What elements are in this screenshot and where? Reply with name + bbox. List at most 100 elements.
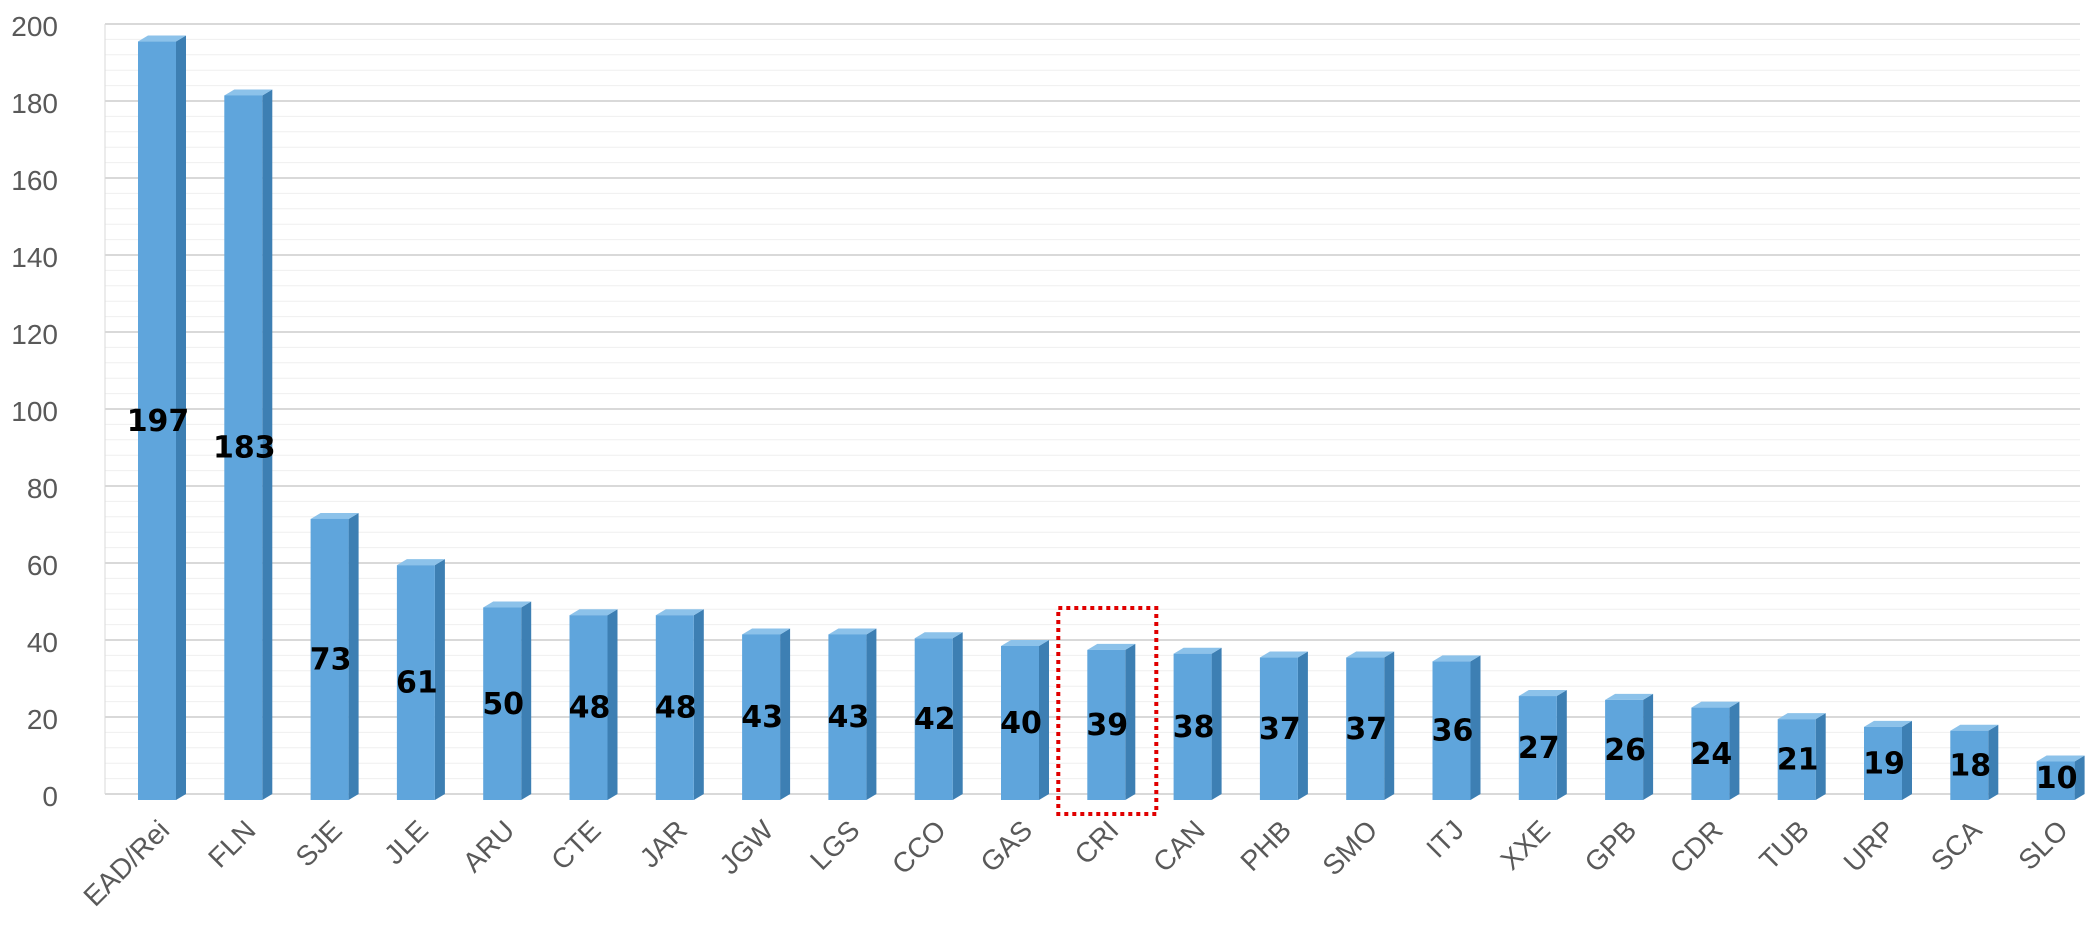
x-tick-label: CAN: [1147, 814, 1211, 878]
data-label: 39: [1086, 708, 1128, 743]
bar-front: [1518, 696, 1557, 800]
data-label: 42: [914, 702, 956, 737]
bar-top: [224, 89, 273, 96]
x-tick-label: CTE: [545, 814, 607, 876]
x-tick-label: SJE: [290, 814, 348, 872]
bar-front: [1346, 657, 1385, 800]
bar-front: [1432, 661, 1471, 800]
bar-top: [655, 609, 704, 616]
bar-top: [1087, 643, 1136, 650]
y-tick-label: 80: [27, 473, 58, 504]
bar: [1087, 643, 1136, 800]
bar-top: [1950, 724, 1999, 731]
bar-front: [1173, 653, 1212, 800]
bar-side: [1039, 640, 1049, 800]
x-tick-label: GPB: [1579, 814, 1643, 878]
data-label: 10: [2036, 761, 2078, 796]
bar-top: [1259, 651, 1308, 658]
bar-side: [434, 559, 445, 800]
x-tick-label: CDR: [1664, 814, 1729, 879]
bar-side: [2074, 755, 2085, 800]
y-tick-label: 200: [11, 11, 58, 42]
bar-top: [914, 632, 963, 639]
bar-side: [1988, 724, 1999, 800]
bar-side: [176, 35, 186, 801]
bar: [569, 609, 618, 800]
data-label: 36: [1432, 714, 1474, 749]
bar-front: [1605, 699, 1644, 800]
x-tick-label: LGS: [804, 814, 866, 876]
bar-top: [1432, 655, 1481, 662]
bar: [1950, 724, 1999, 800]
bar: [310, 512, 359, 800]
bar: [396, 559, 445, 800]
bar-front: [742, 634, 781, 800]
bar-front: [828, 634, 867, 800]
y-tick-label: 40: [27, 627, 58, 658]
x-tick-label: FLN: [202, 814, 261, 873]
bar-side: [952, 632, 963, 800]
bar-front: [914, 638, 953, 800]
bar-side: [1211, 647, 1222, 800]
bar-side: [693, 609, 704, 800]
bar: [1259, 651, 1308, 800]
bar-top: [1605, 693, 1654, 700]
bar-side: [521, 601, 532, 800]
x-tick-label: TUB: [1753, 814, 1815, 876]
data-label: 19: [1863, 746, 1905, 781]
x-axis: EAD/Rei FLN SJE JLE ARU CTE JAR JGW LGS CCO GAS CRI…: [77, 814, 2073, 912]
bar: [655, 609, 704, 800]
data-labels: 197 183 73 61 50 48 48 43 43 42 40 39 38 37 37 36 27 26 24…: [127, 404, 2078, 796]
bar: [224, 89, 273, 800]
bar-side: [1384, 651, 1395, 800]
bar-front: [483, 607, 522, 800]
bar-front: [138, 41, 176, 801]
bar-side: [262, 89, 273, 800]
x-tick-label: GAS: [975, 814, 1039, 878]
bar-top: [828, 628, 877, 635]
bar-front: [310, 518, 349, 800]
y-tick-label: 0: [42, 781, 58, 812]
y-tick-label: 20: [27, 704, 58, 735]
bar-front: [1259, 657, 1298, 800]
x-tick-label: URP: [1838, 814, 1902, 878]
bar-top: [483, 601, 532, 608]
bar: [1173, 647, 1222, 800]
x-tick-label: CRI: [1069, 814, 1125, 870]
bar-top: [742, 628, 791, 635]
bar-front: [1864, 726, 1902, 800]
bar-top: [1777, 713, 1826, 720]
bar-top: [2036, 755, 2085, 762]
data-label: 61: [396, 666, 438, 701]
bar: [1691, 701, 1740, 800]
bar-top: [569, 609, 618, 616]
y-tick-label: 160: [11, 165, 58, 196]
y-tick-label: 100: [11, 396, 58, 427]
bar: [1346, 651, 1395, 800]
bar: [828, 628, 877, 800]
bar-front: [396, 565, 435, 800]
bar: [483, 601, 532, 800]
x-tick-label: PHB: [1235, 814, 1298, 877]
x-tick-label: CCO: [886, 814, 952, 880]
bar-side: [1556, 690, 1567, 800]
bar-side: [1643, 693, 1654, 800]
bar-front: [1950, 730, 1989, 800]
bar-side: [1729, 701, 1740, 800]
bar-front: [569, 615, 608, 800]
x-tick-label: SMO: [1316, 814, 1383, 881]
data-label: 21: [1777, 743, 1819, 778]
bar-top: [1864, 720, 1912, 727]
x-tick-label: ITJ: [1420, 814, 1469, 863]
bar: [1777, 713, 1826, 800]
data-label: 183: [213, 431, 276, 466]
highlight-box: [1056, 606, 1159, 816]
bar-front: [1001, 646, 1039, 800]
bar-top: [1518, 690, 1567, 697]
bar: [742, 628, 791, 800]
highlight-box-layer: [1056, 606, 1159, 816]
bar: [2036, 755, 2085, 800]
data-label: 38: [1173, 710, 1215, 745]
bar: [914, 632, 963, 800]
